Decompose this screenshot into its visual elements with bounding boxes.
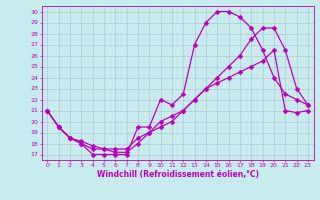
X-axis label: Windchill (Refroidissement éolien,°C): Windchill (Refroidissement éolien,°C) xyxy=(97,170,259,179)
